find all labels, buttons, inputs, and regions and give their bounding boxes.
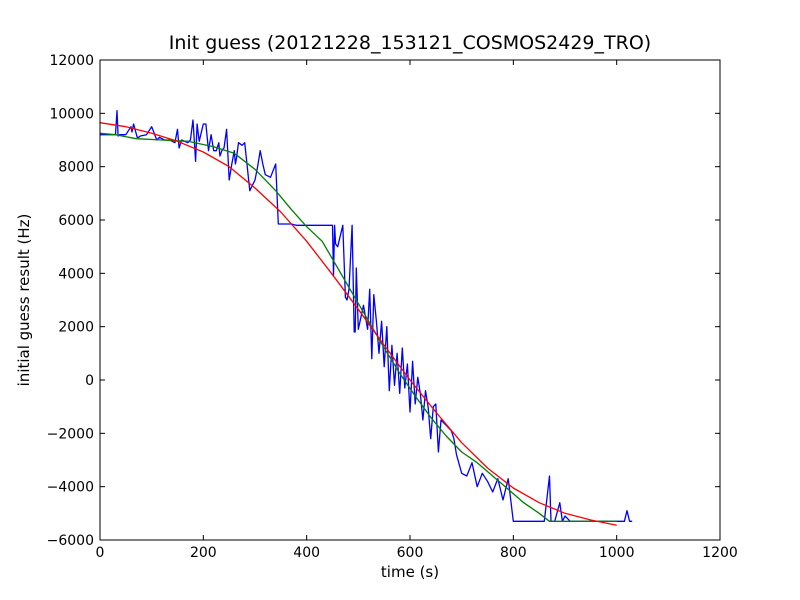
y-tick-label: 6000 (58, 213, 94, 229)
series-line-2 (99, 122, 617, 526)
x-tick-label: 1000 (599, 545, 635, 561)
x-tick-label: 0 (96, 545, 105, 561)
x-axis-label: time (s) (381, 563, 439, 581)
x-tick-label: 1200 (702, 545, 738, 561)
x-tick-label: 800 (500, 545, 527, 561)
x-tick-label: 200 (190, 545, 217, 561)
y-tick-label: 0 (85, 373, 94, 389)
x-tick-label: 400 (293, 545, 320, 561)
y-tick-label: 12000 (49, 53, 94, 69)
y-tick-label: −4000 (47, 480, 94, 496)
y-tick-label: 2000 (58, 320, 94, 336)
ticks-layer: 0 200 400 600 800 1000 1200 −6000 −4000 −2000 0 200… (47, 53, 738, 561)
y-tick-label: −2000 (47, 426, 94, 442)
x-tick-label: 600 (397, 545, 424, 561)
chart-title: Init guess (20121228_153121_COSMOS2429_T… (169, 32, 651, 54)
y-tick-label: 4000 (58, 266, 94, 282)
series-layer (99, 110, 633, 526)
y-tick-label: 10000 (49, 106, 94, 122)
y-tick-label: 8000 (58, 160, 94, 176)
y-tick-label: −6000 (47, 533, 94, 549)
series-line-0 (100, 110, 633, 522)
y-axis-label: initial guess result (Hz) (15, 214, 33, 387)
